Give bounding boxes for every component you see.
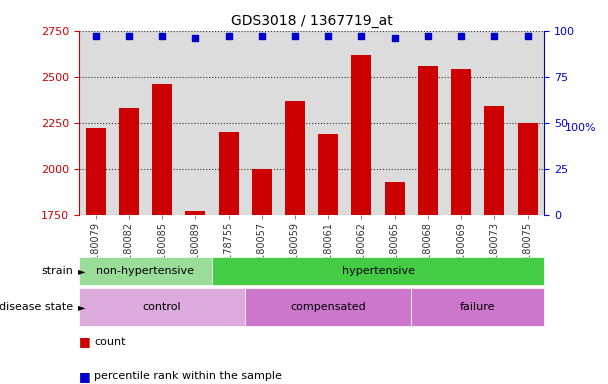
Point <box>390 35 399 41</box>
Text: control: control <box>143 302 181 312</box>
Point <box>157 33 167 39</box>
Point <box>290 33 300 39</box>
Bar <box>411 288 544 326</box>
Point <box>523 33 533 39</box>
Title: GDS3018 / 1367719_at: GDS3018 / 1367719_at <box>230 14 393 28</box>
Bar <box>245 288 411 326</box>
Bar <box>517 123 537 215</box>
Bar <box>218 132 238 215</box>
Bar <box>351 55 371 215</box>
Bar <box>212 257 544 285</box>
Text: failure: failure <box>460 302 496 312</box>
Bar <box>79 257 212 285</box>
Text: disease state: disease state <box>0 302 73 312</box>
Bar <box>485 106 504 215</box>
Point <box>323 33 333 39</box>
Text: ■: ■ <box>79 370 91 383</box>
Point <box>257 33 267 39</box>
Point <box>423 33 433 39</box>
Bar <box>385 182 404 215</box>
Point <box>91 33 100 39</box>
Text: strain: strain <box>41 266 73 276</box>
Point <box>356 33 366 39</box>
Text: hypertensive: hypertensive <box>342 266 415 276</box>
Bar <box>86 128 106 215</box>
Text: non-hypertensive: non-hypertensive <box>97 266 195 276</box>
Text: compensated: compensated <box>291 302 366 312</box>
Bar <box>79 288 245 326</box>
Text: ►: ► <box>78 302 85 312</box>
Text: percentile rank within the sample: percentile rank within the sample <box>94 371 282 381</box>
Point <box>124 33 134 39</box>
Bar <box>418 66 438 215</box>
Bar <box>252 169 272 215</box>
Bar <box>285 101 305 215</box>
Text: count: count <box>94 337 126 347</box>
Bar <box>119 108 139 215</box>
Point <box>489 33 499 39</box>
Point <box>456 33 466 39</box>
Bar <box>185 211 206 215</box>
Bar <box>451 70 471 215</box>
Y-axis label: 100%: 100% <box>565 123 596 133</box>
Point <box>190 35 200 41</box>
Bar <box>318 134 338 215</box>
Point <box>224 33 233 39</box>
Bar <box>152 84 172 215</box>
Text: ■: ■ <box>79 335 91 348</box>
Text: ►: ► <box>78 266 85 276</box>
